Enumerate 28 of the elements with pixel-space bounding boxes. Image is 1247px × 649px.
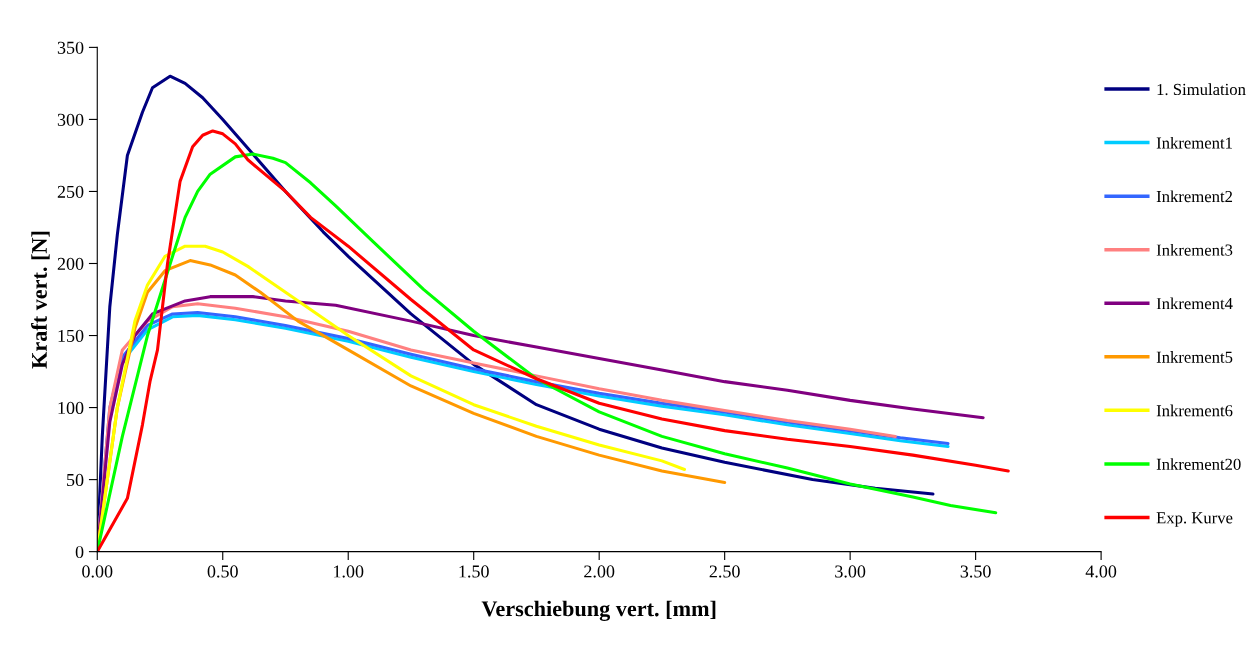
x-axis-title: Verschiebung vert. [mm] [481, 600, 716, 621]
legend-label: Inkrement1 [1156, 136, 1232, 149]
legend-label: Exp. Kurve [1156, 512, 1233, 527]
y-tick-label: 300 [57, 113, 84, 126]
x-tick-label: 1.00 [334, 565, 364, 578]
legend-label: Inkrement20 [1156, 458, 1241, 470]
y-tick-label: 100 [58, 401, 84, 415]
x-tick-label: 3.00 [835, 565, 866, 578]
y-tick-label: 350 [57, 41, 84, 54]
y-tick-label: 150 [58, 329, 84, 342]
legend-label: Inkrement5 [1156, 351, 1233, 363]
legend-label: 1. Simulation [1157, 83, 1246, 96]
legend-label: Inkrement3 [1156, 243, 1233, 256]
y-tick-label: 200 [57, 257, 84, 270]
y-tick-label: 50 [67, 473, 84, 487]
legend-label: Inkrement4 [1156, 297, 1233, 310]
x-tick-label: 2.50 [709, 565, 740, 578]
legend-label: Inkrement2 [1156, 190, 1233, 203]
x-tick-label: 0.50 [207, 565, 238, 578]
y-tick-label: 0 [75, 545, 84, 559]
x-tick-label: 1.50 [459, 565, 489, 578]
x-tick-label: 4.00 [1085, 565, 1117, 578]
legend-label: Inkrement6 [1156, 404, 1233, 417]
x-tick-label: 0.00 [82, 565, 113, 578]
x-tick-label: 3.50 [960, 565, 991, 578]
y-tick-label: 250 [57, 185, 84, 198]
y-axis-title: Kraft vert. [N] [31, 231, 50, 369]
x-tick-label: 2.00 [584, 565, 615, 578]
